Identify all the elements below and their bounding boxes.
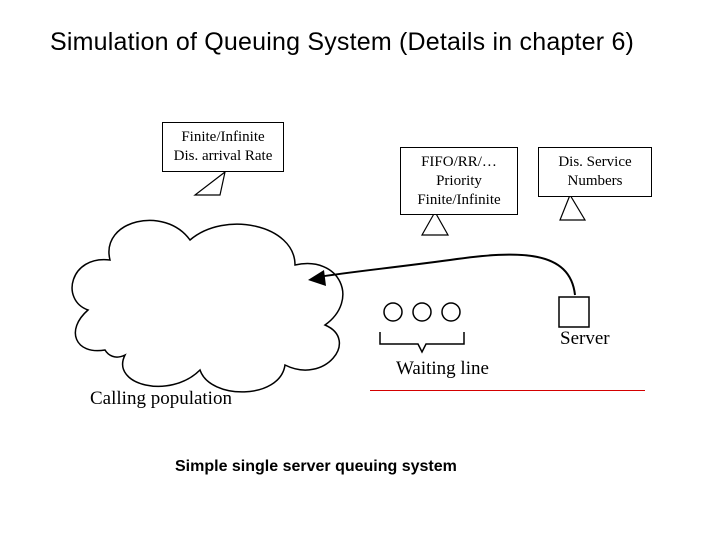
server-box xyxy=(559,297,589,327)
callout-queue-line2: Priority xyxy=(409,172,509,191)
callout-tail-service-icon xyxy=(560,195,585,220)
callout-service-line1: Dis. Service xyxy=(547,153,643,172)
queuing-diagram: Finite/Infinite Dis. arrival Rate FIFO/R… xyxy=(70,100,680,430)
label-waiting-line: Waiting line xyxy=(396,358,489,380)
slide-caption: Simple single server queuing system xyxy=(175,458,457,476)
callout-service-line2: Numbers xyxy=(547,172,643,191)
calling-population-cloud xyxy=(72,220,343,392)
waiting-line-circles xyxy=(384,303,460,321)
callout-arrival-line2: Dis. arrival Rate xyxy=(171,147,275,166)
callout-queue-line1: FIFO/RR/… xyxy=(409,153,509,172)
callout-arrival: Finite/Infinite Dis. arrival Rate xyxy=(162,122,284,172)
waiting-line-bracket-icon xyxy=(380,332,464,352)
label-server: Server xyxy=(560,328,610,350)
callout-service: Dis. Service Numbers xyxy=(538,147,652,197)
waiting-circle-icon xyxy=(384,303,402,321)
feedback-arrow-head-icon xyxy=(308,270,326,286)
callout-tail-arrival-icon xyxy=(195,172,225,195)
slide: Simulation of Queuing System (Details in… xyxy=(0,0,720,540)
callout-queue: FIFO/RR/… Priority Finite/Infinite xyxy=(400,147,518,215)
callout-arrival-line1: Finite/Infinite xyxy=(171,128,275,147)
waiting-circle-icon xyxy=(442,303,460,321)
callout-tail-queue-icon xyxy=(422,212,448,235)
slide-title: Simulation of Queuing System (Details in… xyxy=(50,28,634,57)
callout-queue-line3: Finite/Infinite xyxy=(409,191,509,210)
label-calling-population: Calling population xyxy=(90,388,232,410)
red-underline xyxy=(370,390,645,391)
waiting-circle-icon xyxy=(413,303,431,321)
feedback-arrow xyxy=(318,255,575,295)
